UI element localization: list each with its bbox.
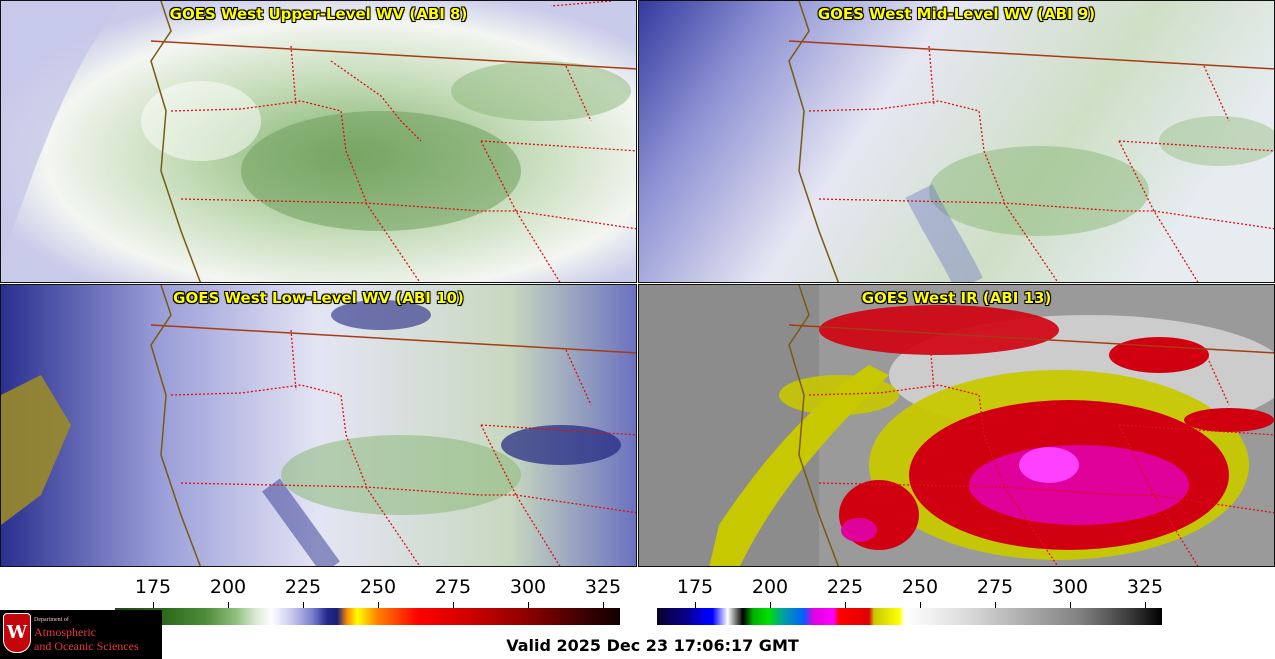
logo-line1: Atmospheric	[34, 625, 96, 639]
panel-title: GOES West Low-Level WV (ABI 10)	[173, 289, 464, 307]
colorbar-tick-label: 325	[1126, 576, 1164, 598]
colorbar-tick-label: 200	[751, 576, 789, 598]
colorbar-tick-label: 275	[976, 576, 1014, 598]
low-level-wv-panel: GOES West Low-Level WV (ABI 10)	[0, 284, 637, 567]
colorbar-tick-mark	[1070, 602, 1071, 608]
mid-level-wv-panel: GOES West Mid-Level WV (ABI 9)	[638, 0, 1275, 283]
colorbar-tick-label: 225	[826, 576, 864, 598]
colorbar-tick-label: 275	[434, 576, 472, 598]
colorbar-tick-mark	[378, 602, 379, 608]
colorbar-tick-label: 175	[676, 576, 714, 598]
colorbar-tick-mark	[303, 602, 304, 608]
infrared-panel: GOES West IR (ABI 13)	[638, 284, 1275, 567]
logo-line2: and Oceanic Sciences	[34, 639, 139, 653]
ir-colorbar	[657, 608, 1162, 625]
colorbar-tick-mark	[153, 602, 154, 608]
colorbar-tick-mark	[770, 602, 771, 608]
mid-level-wv-image	[639, 1, 1274, 282]
uw-crest-icon: W	[3, 613, 31, 653]
panel-title: GOES West IR (ABI 13)	[861, 289, 1052, 307]
colorbar-tick-mark	[845, 602, 846, 608]
colorbar-tick-mark	[603, 602, 604, 608]
colorbar-tick-label: 200	[209, 576, 247, 598]
colorbar-tick-label: 175	[134, 576, 172, 598]
panel-title: GOES West Upper-Level WV (ABI 8)	[169, 5, 468, 23]
aos-logo: W Department of Atmospheric and Oceanic …	[0, 610, 162, 659]
upper-level-wv-image	[1, 1, 636, 282]
colorbar-tick-label: 300	[509, 576, 547, 598]
colorbar-tick-mark	[528, 602, 529, 608]
colorbar-tick-mark	[1145, 602, 1146, 608]
low-level-wv-image	[1, 285, 636, 566]
colorbar-tick-label: 225	[284, 576, 322, 598]
colorbar-tick-mark	[228, 602, 229, 608]
logo-dept-text: Department of	[34, 617, 69, 623]
wv-colorbar-ticks: 175 200 225 250 275 300 325	[115, 576, 622, 616]
colorbar-tick-mark	[920, 602, 921, 608]
valid-time: Valid 2025 Dec 23 17:06:17 GMT	[506, 636, 799, 655]
wv-colorbar	[115, 608, 620, 625]
panel-title: GOES West Mid-Level WV (ABI 9)	[817, 5, 1096, 23]
infrared-image	[639, 285, 1274, 566]
colorbar-tick-label: 325	[584, 576, 622, 598]
colorbar-tick-mark	[695, 602, 696, 608]
colorbar-tick-mark	[995, 602, 996, 608]
colorbar-tick-label: 250	[901, 576, 939, 598]
colorbar-tick-label: 250	[359, 576, 397, 598]
ir-colorbar-ticks: 175 200 225 250 275 300 325	[657, 576, 1164, 616]
colorbar-tick-mark	[453, 602, 454, 608]
upper-level-wv-panel: GOES West Upper-Level WV (ABI 8)	[0, 0, 637, 283]
colorbar-tick-label: 300	[1051, 576, 1089, 598]
